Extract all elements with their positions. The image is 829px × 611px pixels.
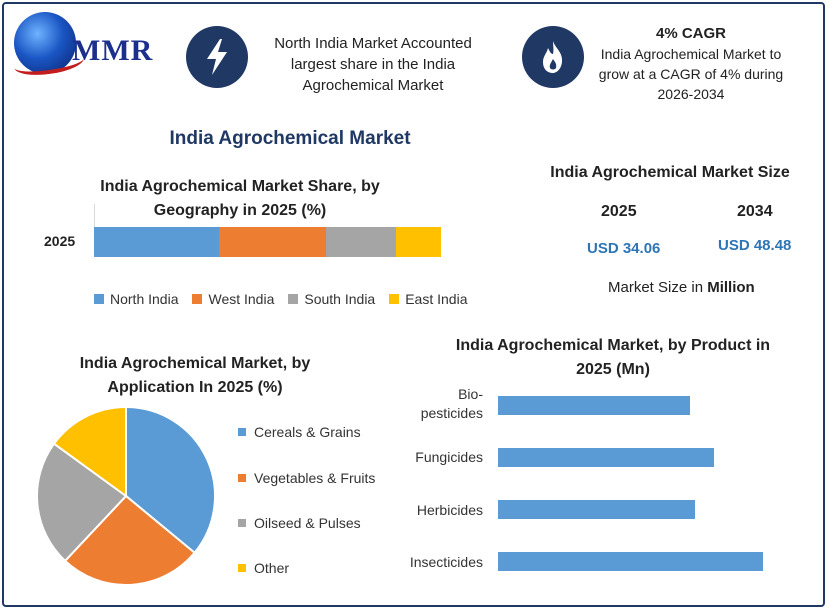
- note-prefix: Market Size in: [608, 279, 708, 296]
- legend-swatch: [238, 474, 246, 482]
- pie-slice-vegetables-fruits: [63, 494, 196, 586]
- geography-segment-north-india: [94, 227, 219, 257]
- logo-text: MMR: [72, 34, 154, 67]
- legend-label: South India: [304, 291, 376, 307]
- cagr-text: India Agrochemical Market to grow at a C…: [598, 46, 784, 102]
- product-bar-herbicides: [498, 500, 696, 519]
- legend-label: Vegetables & Fruits: [254, 470, 376, 486]
- legend-item: South India: [288, 291, 375, 307]
- legend-item: East India: [389, 291, 467, 307]
- legend-swatch: [192, 294, 203, 304]
- geography-chart-title: India Agrochemical Market Share, by Geog…: [100, 178, 380, 219]
- application-pie-chart: [36, 405, 216, 586]
- header-info-text: North India Market Accounted largest sha…: [274, 35, 472, 94]
- legend-swatch: [389, 294, 400, 304]
- note-unit: Million: [707, 279, 755, 296]
- application-chart-title: India Agrochemical Market, by Applicatio…: [79, 355, 311, 396]
- globe-icon: [14, 12, 76, 74]
- legend-swatch: [288, 294, 299, 304]
- geography-segment-west-india: [218, 227, 327, 257]
- lightning-bolt-icon: [186, 26, 248, 88]
- legend-swatch: [238, 428, 246, 436]
- legend-swatch: [94, 294, 104, 304]
- size-value-2034: USD 48.48: [718, 237, 792, 254]
- legend-label: Oilseed & Pulses: [254, 515, 361, 531]
- legend-label: West India: [208, 291, 275, 307]
- geography-segment-south-india: [326, 227, 396, 257]
- pie-slice-other: [52, 405, 127, 498]
- legend-item: North India: [94, 291, 178, 307]
- legend-label: North India: [110, 291, 179, 307]
- product-category-label: Fungicides: [415, 449, 483, 465]
- legend-swatch: [238, 564, 246, 572]
- cagr-title: 4% CAGR: [655, 25, 726, 42]
- size-value-2025: USD 34.06: [587, 240, 661, 257]
- geography-stacked-bar: [94, 227, 441, 257]
- size-year-2034: 2034: [737, 203, 773, 220]
- pie-legend-item: Other: [238, 560, 289, 576]
- product-category-label: Bio-pesticides: [420, 386, 483, 421]
- product-bar-fungicides: [498, 448, 715, 467]
- legend-label: East India: [405, 291, 468, 307]
- market-size-note: Market Size in Million: [608, 279, 755, 296]
- geography-category-label: 2025: [44, 233, 76, 249]
- pie-slice-cereals-grains: [125, 405, 216, 555]
- pie-slice-oilseed-pulses: [36, 442, 128, 563]
- pie-legend-item: Cereals & Grains: [238, 424, 361, 440]
- page-title: India Agrochemical Market: [169, 128, 411, 149]
- pie-legend-item: Vegetables & Fruits: [238, 470, 375, 486]
- size-year-2025: 2025: [601, 203, 637, 220]
- market-size-title: India Agrochemical Market Size: [550, 164, 790, 181]
- legend-swatch: [238, 519, 246, 527]
- legend-item: West India: [192, 291, 274, 307]
- product-bar-insecticides: [498, 552, 763, 571]
- pie-legend-item: Oilseed & Pulses: [238, 515, 361, 531]
- product-category-label: Herbicides: [416, 502, 483, 518]
- geography-segment-east-india: [395, 227, 441, 257]
- product-bar-bio-pesticides: [498, 396, 690, 415]
- product-chart-title: India Agrochemical Market, by Product in…: [455, 337, 771, 378]
- legend-label: Cereals & Grains: [254, 424, 361, 440]
- flame-icon: [522, 26, 584, 88]
- geography-legend: North India West India South India East Ind…: [94, 291, 467, 307]
- legend-label: Other: [254, 560, 290, 576]
- product-category-label: Insecticides: [409, 554, 483, 570]
